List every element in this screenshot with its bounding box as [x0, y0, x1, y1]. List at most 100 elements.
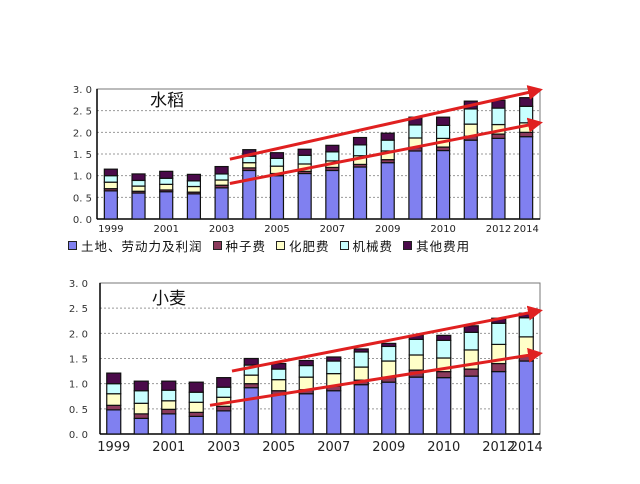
trend-arrow-icon — [229, 85, 543, 161]
bar-segment — [106, 393, 122, 406]
bar-segment — [491, 370, 507, 435]
legend-swatch-icon — [339, 241, 349, 250]
bar-segment — [188, 381, 204, 393]
bar-segment — [186, 180, 202, 188]
bar-stack-2000 — [131, 173, 146, 220]
legend-item-land-labor: 土地、劳动力及利润 — [68, 236, 203, 255]
bar-segment — [325, 144, 340, 153]
bar-segment — [436, 339, 452, 359]
chart-title: 小麦 — [152, 289, 186, 309]
bar-segment — [491, 137, 506, 220]
legend-label: 化肥费 — [289, 239, 330, 254]
x-tick-label: 2014 — [510, 440, 543, 455]
bar-stack-2013 — [491, 99, 506, 220]
bar-stack-2003 — [216, 377, 232, 435]
x-tick-label: 2007 — [317, 440, 350, 455]
bar-segment — [408, 376, 424, 435]
bar-segment — [463, 331, 479, 351]
bar-segment — [103, 175, 118, 183]
bar-segment — [408, 338, 424, 356]
bar-segment — [216, 386, 232, 398]
bar-segment — [159, 191, 174, 220]
bar-segment — [352, 136, 368, 146]
bar-stack-2012 — [463, 325, 479, 435]
bar-segment — [161, 389, 177, 402]
bar-segment — [380, 162, 395, 220]
y-tick-label: 0. 0 — [73, 215, 92, 226]
y-tick-label: 0. 0 — [69, 430, 88, 441]
legend-swatch-icon — [68, 241, 77, 250]
bar-stack-2004 — [242, 149, 257, 220]
x-tick-label: 2003 — [207, 440, 240, 455]
bar-segment — [435, 149, 451, 220]
bar-segment — [161, 380, 177, 391]
bar-segment — [325, 151, 340, 162]
bar-segment — [491, 107, 506, 126]
bar-segment — [103, 190, 118, 220]
bar-segment — [131, 185, 146, 192]
trend-arrow-icon — [229, 117, 543, 185]
bar-stack-2011 — [435, 116, 451, 220]
bar-stack-2005 — [269, 152, 285, 220]
bar-segment — [159, 170, 174, 179]
bar-segment — [298, 364, 314, 378]
y-tick-label: 0. 5 — [69, 405, 88, 416]
x-tick-label: 2010 — [427, 440, 460, 455]
bar-segment — [188, 411, 204, 417]
bar-stack-2010 — [408, 116, 423, 220]
bar-segment — [106, 372, 122, 385]
bar-segment — [519, 97, 534, 107]
bar-segment — [271, 362, 287, 370]
y-tick-label: 3. 0 — [69, 279, 88, 290]
legend-swatch-icon — [276, 241, 286, 250]
bar-segment — [435, 116, 451, 126]
x-tick-label: 2007 — [320, 224, 345, 232]
bar-segment — [436, 370, 452, 379]
bar-segment — [353, 366, 369, 381]
x-tick-label: 2001 — [152, 440, 185, 455]
bar-segment — [408, 354, 424, 371]
bar-segment — [435, 124, 451, 140]
bar-segment — [131, 179, 146, 187]
y-tick-label: 3. 0 — [73, 85, 92, 96]
bar-stack-2014 — [519, 97, 534, 220]
bar-segment — [491, 322, 507, 346]
bar-segment — [380, 139, 395, 152]
bar-segment — [353, 351, 369, 368]
y-tick-label: 2. 0 — [73, 128, 92, 139]
x-tick-label: 2014 — [513, 224, 538, 232]
bar-segment — [243, 357, 259, 366]
bar-segment — [216, 377, 232, 388]
bar-segment — [214, 187, 229, 220]
bar-segment — [297, 172, 312, 220]
bar-segment — [326, 390, 342, 435]
bar-stack-2001 — [161, 380, 177, 435]
bar-segment — [161, 400, 177, 410]
trend-arrow-icon — [231, 305, 543, 373]
bar-segment — [298, 393, 314, 435]
bar-stack-2007 — [326, 356, 342, 435]
x-tick-label: 2009 — [372, 440, 405, 455]
bar-segment — [269, 175, 285, 220]
y-tick-label: 2. 5 — [73, 107, 92, 118]
legend-label: 土地、劳动力及利润 — [81, 239, 203, 254]
bar-segment — [133, 413, 149, 419]
bar-segment — [381, 381, 397, 435]
bar-stack-1999 — [106, 372, 122, 435]
bar-segment — [131, 173, 146, 182]
bar-segment — [519, 105, 534, 124]
x-tick-label: 1999 — [98, 224, 123, 232]
bar-stack-2005 — [271, 362, 287, 435]
bar-segment — [353, 384, 369, 435]
bar-segment — [463, 325, 479, 333]
bar-segment — [271, 368, 287, 381]
bar-segment — [518, 336, 534, 357]
y-tick-label: 2. 5 — [69, 304, 88, 315]
bar-segment — [214, 179, 229, 186]
bar-stack-2007 — [325, 144, 340, 220]
x-tick-label: 2010 — [430, 224, 455, 232]
bar-segment — [297, 148, 312, 156]
bar-stack-2006 — [297, 148, 312, 220]
bar-segment — [216, 410, 232, 435]
legend-label: 其他费用 — [416, 239, 471, 254]
